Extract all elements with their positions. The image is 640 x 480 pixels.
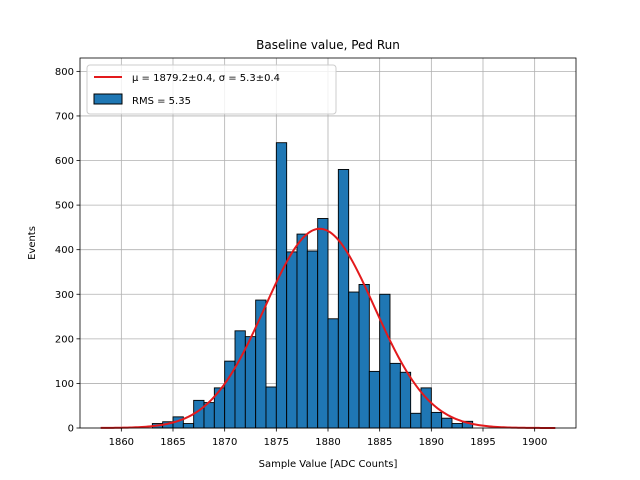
histogram-bar bbox=[244, 336, 257, 429]
chart-title: Baseline value, Ped Run bbox=[256, 38, 400, 52]
histogram-bar bbox=[410, 412, 422, 429]
legend: μ = 1879.2±0.4, σ = 5.3±0.4 RMS = 5.35 bbox=[86, 64, 337, 115]
histogram-bar bbox=[358, 284, 370, 429]
histogram-bar bbox=[348, 291, 360, 429]
y-tick-label: 500 bbox=[55, 201, 74, 212]
histogram-bar bbox=[306, 250, 319, 429]
histogram-bars bbox=[151, 142, 474, 429]
legend-box bbox=[86, 64, 337, 115]
histogram-bar bbox=[451, 423, 463, 429]
x-tick-label: 1870 bbox=[212, 437, 237, 448]
y-axis-label: Events bbox=[27, 226, 38, 260]
histogram-bar bbox=[368, 370, 381, 429]
histogram-bar bbox=[337, 168, 350, 429]
y-tick-label: 700 bbox=[55, 111, 74, 122]
gaussian-fit-curve bbox=[100, 227, 556, 429]
histogram-bar bbox=[399, 371, 412, 429]
histogram-bar bbox=[286, 251, 298, 429]
histogram-bar bbox=[193, 399, 205, 429]
legend-fit-label: μ = 1879.2±0.4, σ = 5.3±0.4 bbox=[132, 73, 280, 84]
x-tick-label: 1865 bbox=[160, 437, 185, 448]
fit-curve-group bbox=[100, 227, 556, 429]
legend-rms-label: RMS = 5.35 bbox=[132, 96, 191, 107]
histogram-bar bbox=[441, 417, 453, 429]
x-tick-label: 1860 bbox=[109, 437, 134, 448]
y-tick-label: 200 bbox=[55, 334, 74, 345]
histogram-bar bbox=[389, 362, 401, 429]
x-tick-label: 1875 bbox=[264, 437, 289, 448]
y-tick-label: 300 bbox=[55, 290, 74, 301]
histogram-bar bbox=[430, 411, 443, 429]
histogram-bar bbox=[296, 233, 308, 429]
y-tick-label: 600 bbox=[55, 156, 74, 167]
x-axis-label: Sample Value [ADC Counts] bbox=[259, 459, 398, 470]
histogram-bar bbox=[327, 318, 339, 429]
histogram-bar bbox=[265, 386, 277, 429]
y-axis-ticks: 0 100 200 300 400 500 600 700 800 bbox=[55, 67, 80, 435]
y-tick-label: 400 bbox=[55, 245, 74, 256]
histogram-bar bbox=[182, 423, 195, 429]
histogram-bar bbox=[317, 218, 329, 429]
x-tick-label: 1895 bbox=[470, 437, 495, 448]
x-axis-ticks: 1860 1865 1870 1875 1880 1885 1890 1895 1900 bbox=[109, 428, 547, 448]
histogram-bar bbox=[275, 142, 288, 429]
y-tick-label: 0 bbox=[68, 424, 74, 435]
histogram-bar bbox=[234, 330, 246, 429]
x-tick-label: 1900 bbox=[522, 437, 547, 448]
x-tick-label: 1890 bbox=[419, 437, 444, 448]
histogram-bar bbox=[255, 299, 267, 429]
y-tick-label: 800 bbox=[55, 67, 74, 78]
histogram-bar bbox=[379, 293, 391, 429]
x-tick-label: 1880 bbox=[315, 437, 340, 448]
y-tick-label: 100 bbox=[55, 379, 74, 390]
legend-histogram-swatch bbox=[93, 93, 123, 105]
x-tick-label: 1885 bbox=[367, 437, 392, 448]
